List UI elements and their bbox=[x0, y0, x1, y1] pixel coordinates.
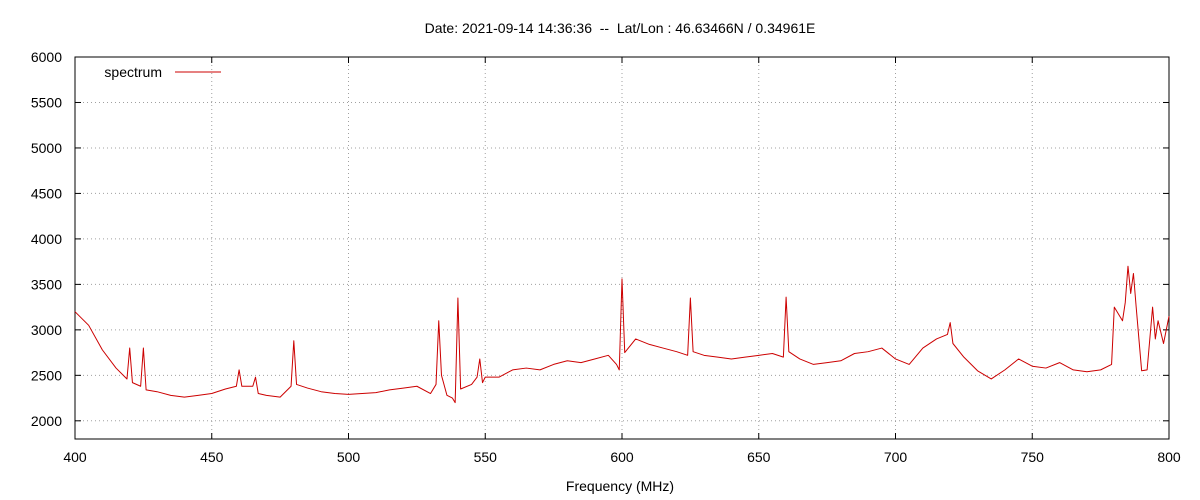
legend-label: spectrum bbox=[104, 64, 162, 80]
x-tick-label: 600 bbox=[610, 449, 634, 465]
x-axis-label: Frequency (MHz) bbox=[566, 478, 674, 494]
legend: spectrum bbox=[104, 64, 221, 80]
y-tick-label: 6000 bbox=[31, 49, 62, 65]
x-tick-label: 450 bbox=[200, 449, 224, 465]
grid-lines bbox=[75, 57, 1169, 439]
y-tick-label: 2000 bbox=[31, 413, 62, 429]
x-axis: 400 450 500 550 600 650 700 750 800 bbox=[63, 57, 1181, 465]
chart-title: Date: 2021-09-14 14:36:36 -- Lat/Lon : 4… bbox=[425, 20, 816, 36]
x-tick-label: 550 bbox=[474, 449, 498, 465]
y-axis: 2000 2500 3000 3500 4000 4500 5000 5500 6000 bbox=[31, 49, 1169, 429]
series-layer bbox=[74, 265, 1170, 404]
y-tick-label: 4500 bbox=[31, 185, 62, 201]
x-tick-label: 750 bbox=[1021, 449, 1045, 465]
y-tick-label: 3000 bbox=[31, 322, 62, 338]
x-tick-label: 500 bbox=[337, 449, 361, 465]
series-line-spectrum bbox=[74, 265, 1170, 404]
x-tick-label: 700 bbox=[884, 449, 908, 465]
x-tick-label: 400 bbox=[63, 449, 87, 465]
y-tick-label: 5500 bbox=[31, 94, 62, 110]
y-tick-label: 3500 bbox=[31, 276, 62, 292]
x-tick-label: 650 bbox=[747, 449, 771, 465]
x-tick-label: 800 bbox=[1157, 449, 1181, 465]
y-tick-label: 4000 bbox=[31, 231, 62, 247]
y-tick-label: 5000 bbox=[31, 140, 62, 156]
y-tick-label: 2500 bbox=[31, 367, 62, 383]
